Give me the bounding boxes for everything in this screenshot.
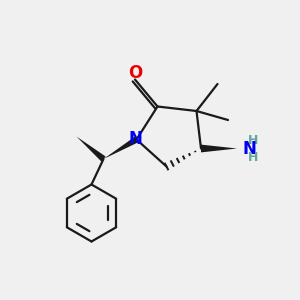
- Polygon shape: [76, 136, 106, 161]
- Text: N: N: [243, 140, 256, 158]
- Text: H: H: [248, 151, 258, 164]
- Text: H: H: [248, 134, 258, 147]
- Polygon shape: [201, 145, 237, 152]
- Text: N: N: [129, 130, 142, 148]
- Text: O: O: [128, 64, 142, 82]
- Polygon shape: [103, 137, 138, 159]
